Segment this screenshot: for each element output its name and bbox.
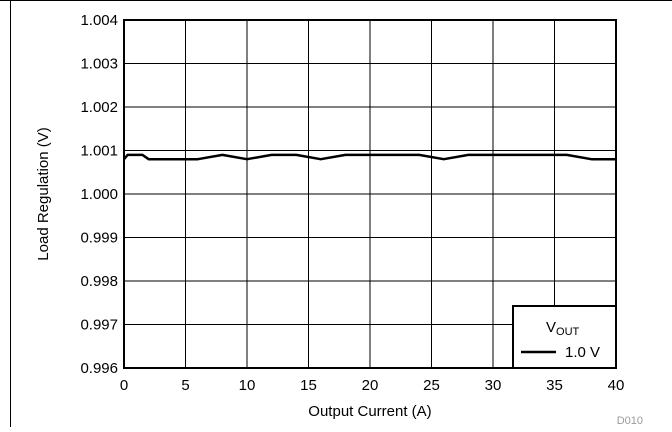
x-tick-label: 35 <box>546 377 563 394</box>
y-tick-label: 1.003 <box>80 56 118 73</box>
y-tick-label: 0.999 <box>80 230 118 247</box>
x-axis-label: Output Current (A) <box>308 403 431 420</box>
x-tick-label: 15 <box>300 377 317 394</box>
y-tick-label: 1.001 <box>80 143 118 160</box>
x-tick-label: 40 <box>608 377 625 394</box>
x-tick-label: 10 <box>239 377 256 394</box>
x-tick-label: 25 <box>423 377 440 394</box>
x-tick-label: 20 <box>362 377 379 394</box>
x-tick-labels: 0 5 10 15 20 25 30 35 40 <box>120 377 625 394</box>
y-axis-label: Load Regulation (V) <box>35 127 52 260</box>
y-tick-label: 0.996 <box>80 360 118 377</box>
legend: VOUT 1.0 V <box>512 305 617 369</box>
y-tick-label: 0.998 <box>80 273 118 290</box>
legend-box <box>512 305 617 369</box>
y-tick-label: 1.000 <box>80 186 118 203</box>
figure-id: D010 <box>617 415 643 427</box>
y-tick-label: 0.997 <box>80 317 118 334</box>
y-tick-label: 1.004 <box>80 12 118 29</box>
plot-area-border <box>123 19 617 369</box>
legend-label-1-0-v: 1.0 V <box>565 344 600 361</box>
y-tick-labels: 0.996 0.997 0.998 0.999 1.000 1.001 1.002 1.003… <box>80 12 118 377</box>
x-tick-label: 0 <box>120 377 128 394</box>
series-layer <box>123 153 616 161</box>
x-tick-label: 30 <box>485 377 502 394</box>
legend-title: VOUT <box>546 319 580 338</box>
x-tick-label: 5 <box>181 377 189 394</box>
series-line-1-0-v <box>123 153 616 161</box>
y-tick-label: 1.002 <box>80 99 118 116</box>
grid-lines <box>124 20 616 368</box>
